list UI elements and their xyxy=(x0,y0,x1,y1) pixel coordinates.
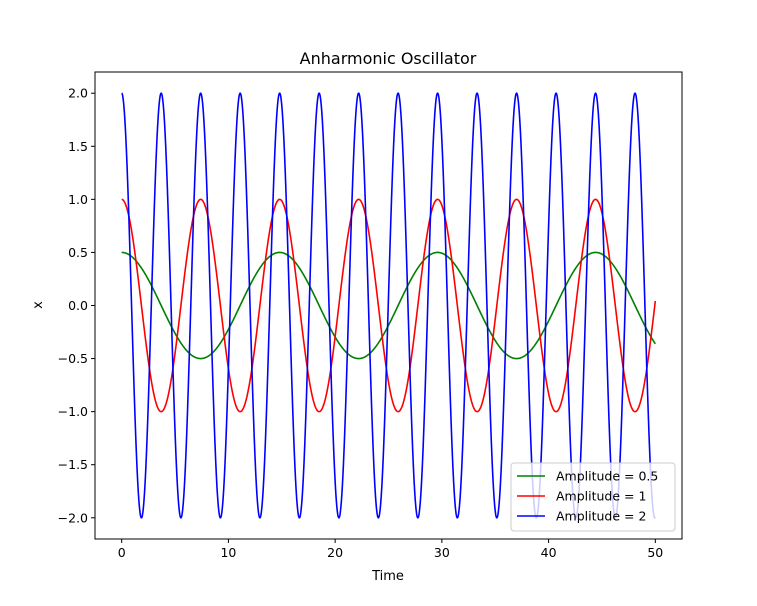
x-axis: 0 10 20 30 40 50 xyxy=(118,539,663,560)
y-tick-label: −0.5 xyxy=(58,351,88,366)
x-tick-label: 0 xyxy=(118,545,126,560)
y-tick-label: 2.0 xyxy=(68,86,88,101)
y-tick-label: 0.5 xyxy=(68,245,88,260)
series-line-3 xyxy=(121,92,657,519)
x-tick-label: 20 xyxy=(327,545,343,560)
legend-label-3: Amplitude = 2 xyxy=(556,509,646,524)
series-line-2 xyxy=(121,198,657,413)
chart-title: Anharmonic Oscillator xyxy=(300,49,477,68)
y-tick-label: 0.0 xyxy=(68,298,88,313)
series-line-1 xyxy=(121,251,656,360)
x-tick-label: 10 xyxy=(220,545,236,560)
y-axis: −2.0 −1.5 −1.0 −0.5 0.0 0.5 1.0 1.5 2.0 xyxy=(58,86,95,525)
plot-lines xyxy=(121,92,657,519)
y-axis-label: x xyxy=(31,301,46,309)
x-tick-label: 50 xyxy=(647,545,663,560)
x-tick-label: 30 xyxy=(434,545,450,560)
x-tick-label: 40 xyxy=(541,545,557,560)
legend-label-2: Amplitude = 1 xyxy=(556,489,646,504)
legend-label-1: Amplitude = 0.5 xyxy=(556,469,658,484)
legend-box xyxy=(510,462,676,532)
x-axis-label: Time xyxy=(371,569,404,584)
y-tick-label: 1.0 xyxy=(68,192,88,207)
y-tick-label: −1.5 xyxy=(58,457,88,472)
legend: Amplitude = 0.5 Amplitude = 1 Amplitude = … xyxy=(510,462,676,532)
y-tick-label: −2.0 xyxy=(58,510,88,525)
y-tick-label: 1.5 xyxy=(68,139,88,154)
y-tick-label: −1.0 xyxy=(58,404,88,419)
